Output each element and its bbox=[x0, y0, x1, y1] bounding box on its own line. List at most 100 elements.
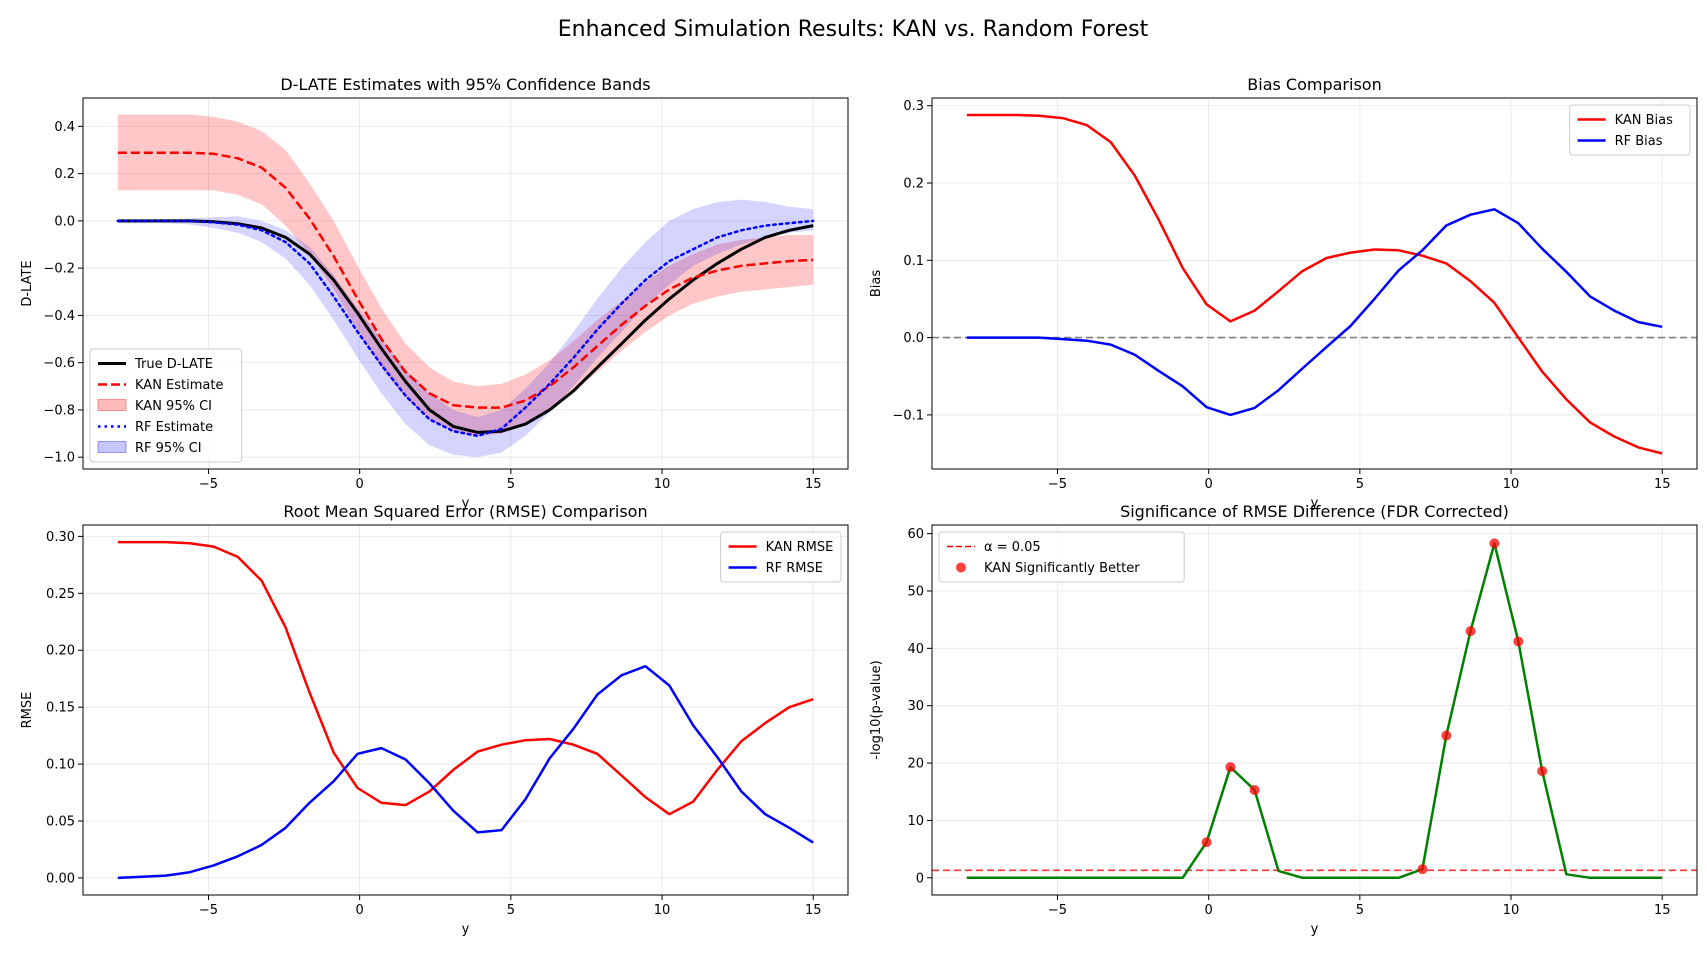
data-point bbox=[1513, 636, 1524, 647]
y-tick-label: 0.30 bbox=[46, 530, 75, 545]
legend: True D-LATE KAN Estimate KAN 95% CI RF Esti… bbox=[89, 348, 243, 463]
legend: α = 0.05 KAN Significantly Better bbox=[938, 531, 1185, 583]
figure-title: Enhanced Simulation Results: KAN vs. Ran… bbox=[558, 17, 1149, 42]
y-tick-label: −0.1 bbox=[892, 408, 924, 423]
y-tick-label: 0.3 bbox=[903, 99, 924, 114]
x-tick-label: 5 bbox=[1356, 477, 1364, 492]
subplot-2: −5 0 5 10 15 −0.1 0.0 0.1 0.2 0.3 Bias Comparison y… bbox=[869, 75, 1698, 511]
y-tick-label: 0.4 bbox=[54, 120, 75, 135]
x-tick-label: 15 bbox=[805, 477, 822, 492]
data-point bbox=[1225, 762, 1236, 773]
confidence-band bbox=[117, 199, 814, 458]
legend-label: KAN Significantly Better bbox=[984, 561, 1140, 576]
y-axis-label: D-LATE bbox=[20, 260, 35, 306]
series-line bbox=[966, 208, 1663, 417]
y-tick-label: 10 bbox=[907, 814, 924, 829]
subplot-title: Significance of RMSE Difference (FDR Cor… bbox=[1120, 502, 1509, 521]
legend-swatch bbox=[956, 562, 966, 573]
y-tick-label: 0.2 bbox=[54, 167, 75, 182]
y-tick-label: 40 bbox=[907, 642, 924, 657]
subplot-3: −5 0 5 10 15 0.00 0.05 0.10 0.15 0.20 0.25 0.30 Root… bbox=[20, 502, 849, 937]
y-tick-label: −0.2 bbox=[43, 262, 75, 277]
y-tick-label: 20 bbox=[907, 757, 924, 772]
series-line bbox=[966, 542, 1663, 880]
y-axis-label: Bias bbox=[869, 270, 884, 297]
y-tick-label: 0.05 bbox=[46, 815, 75, 830]
subplot-title: Bias Comparison bbox=[1247, 75, 1381, 94]
legend-swatch bbox=[97, 399, 127, 411]
legend-label: KAN Estimate bbox=[135, 378, 223, 393]
x-tick-label: 10 bbox=[654, 477, 671, 492]
x-tick-label: −5 bbox=[1048, 477, 1067, 492]
x-axis-label: y bbox=[462, 922, 470, 937]
y-tick-label: 0.10 bbox=[46, 758, 75, 773]
subplot-4: −5 0 5 10 15 0 10 20 30 40 50 60 Significance of RMS… bbox=[869, 502, 1698, 937]
legend-label: KAN Bias bbox=[1615, 113, 1674, 128]
y-tick-label: 0.20 bbox=[46, 644, 75, 659]
y-tick-label: 30 bbox=[907, 699, 924, 714]
x-tick-label: −5 bbox=[199, 903, 218, 918]
y-tick-label: −0.6 bbox=[43, 356, 75, 371]
x-axis-label: y bbox=[1311, 922, 1319, 937]
legend-label: RF 95% CI bbox=[135, 441, 202, 456]
legend-swatch bbox=[97, 441, 127, 453]
legend-label: True D-LATE bbox=[134, 357, 213, 372]
data-point bbox=[1249, 785, 1260, 796]
y-tick-label: 0.15 bbox=[46, 701, 75, 716]
subplot-1: −5 0 5 10 15 −1.0 −0.8 −0.6 −0.4 −0.2 0.0 0.2 0.4 D-L… bbox=[20, 75, 849, 511]
series-line bbox=[116, 219, 815, 438]
legend-label: KAN 95% CI bbox=[135, 399, 212, 414]
x-tick-label: 5 bbox=[1356, 903, 1364, 918]
y-tick-label: 0.25 bbox=[46, 587, 75, 602]
data-point bbox=[1465, 626, 1476, 637]
y-tick-label: 60 bbox=[907, 527, 924, 542]
y-tick-label: 0.00 bbox=[46, 871, 75, 886]
y-axis-label: -log10(p-value) bbox=[869, 660, 884, 759]
x-tick-label: 10 bbox=[654, 903, 671, 918]
y-tick-label: 0.0 bbox=[903, 331, 924, 346]
x-tick-label: −5 bbox=[199, 477, 218, 492]
legend-label: RF RMSE bbox=[766, 561, 823, 576]
subplot-title: D-LATE Estimates with 95% Confidence Ban… bbox=[280, 75, 650, 94]
legend-label: RF Estimate bbox=[135, 420, 213, 435]
legend-label: KAN RMSE bbox=[766, 540, 834, 555]
y-tick-label: 0.2 bbox=[903, 177, 924, 192]
legend: KAN Bias RF Bias bbox=[1569, 104, 1691, 156]
y-tick-label: 0 bbox=[916, 871, 924, 886]
x-tick-label: 10 bbox=[1503, 477, 1520, 492]
data-point bbox=[1441, 730, 1452, 741]
x-tick-label: 0 bbox=[1205, 903, 1213, 918]
series-line bbox=[117, 664, 814, 880]
y-tick-label: 50 bbox=[907, 584, 924, 599]
legend-box bbox=[938, 531, 1185, 583]
axes-frame bbox=[82, 524, 849, 896]
y-tick-label: 0.1 bbox=[903, 254, 924, 269]
y-tick-label: −0.4 bbox=[43, 309, 75, 324]
y-tick-label: −1.0 bbox=[43, 451, 75, 466]
x-tick-label: 5 bbox=[507, 477, 515, 492]
x-tick-label: 15 bbox=[805, 903, 822, 918]
legend-box bbox=[720, 531, 842, 583]
axes-frame bbox=[931, 97, 1698, 470]
data-point bbox=[1537, 766, 1548, 777]
axes-frame bbox=[931, 524, 1698, 896]
x-tick-label: 0 bbox=[356, 477, 364, 492]
legend-box bbox=[1569, 104, 1691, 156]
x-axis-label: y bbox=[462, 496, 470, 511]
series-line bbox=[117, 540, 814, 816]
y-axis-label: RMSE bbox=[20, 692, 35, 729]
legend-label: α = 0.05 bbox=[984, 540, 1041, 555]
series-line bbox=[117, 151, 814, 409]
subplot-title: Root Mean Squared Error (RMSE) Compariso… bbox=[283, 502, 647, 521]
x-axis-label: y bbox=[1311, 496, 1319, 511]
legend-label: RF Bias bbox=[1615, 134, 1663, 149]
x-tick-label: 0 bbox=[356, 903, 364, 918]
x-tick-label: 0 bbox=[1205, 477, 1213, 492]
axes-frame bbox=[82, 97, 849, 470]
data-point bbox=[1417, 864, 1428, 875]
x-tick-label: −5 bbox=[1048, 903, 1067, 918]
x-tick-label: 15 bbox=[1654, 477, 1671, 492]
data-point bbox=[1489, 538, 1500, 549]
x-tick-label: 5 bbox=[507, 903, 515, 918]
